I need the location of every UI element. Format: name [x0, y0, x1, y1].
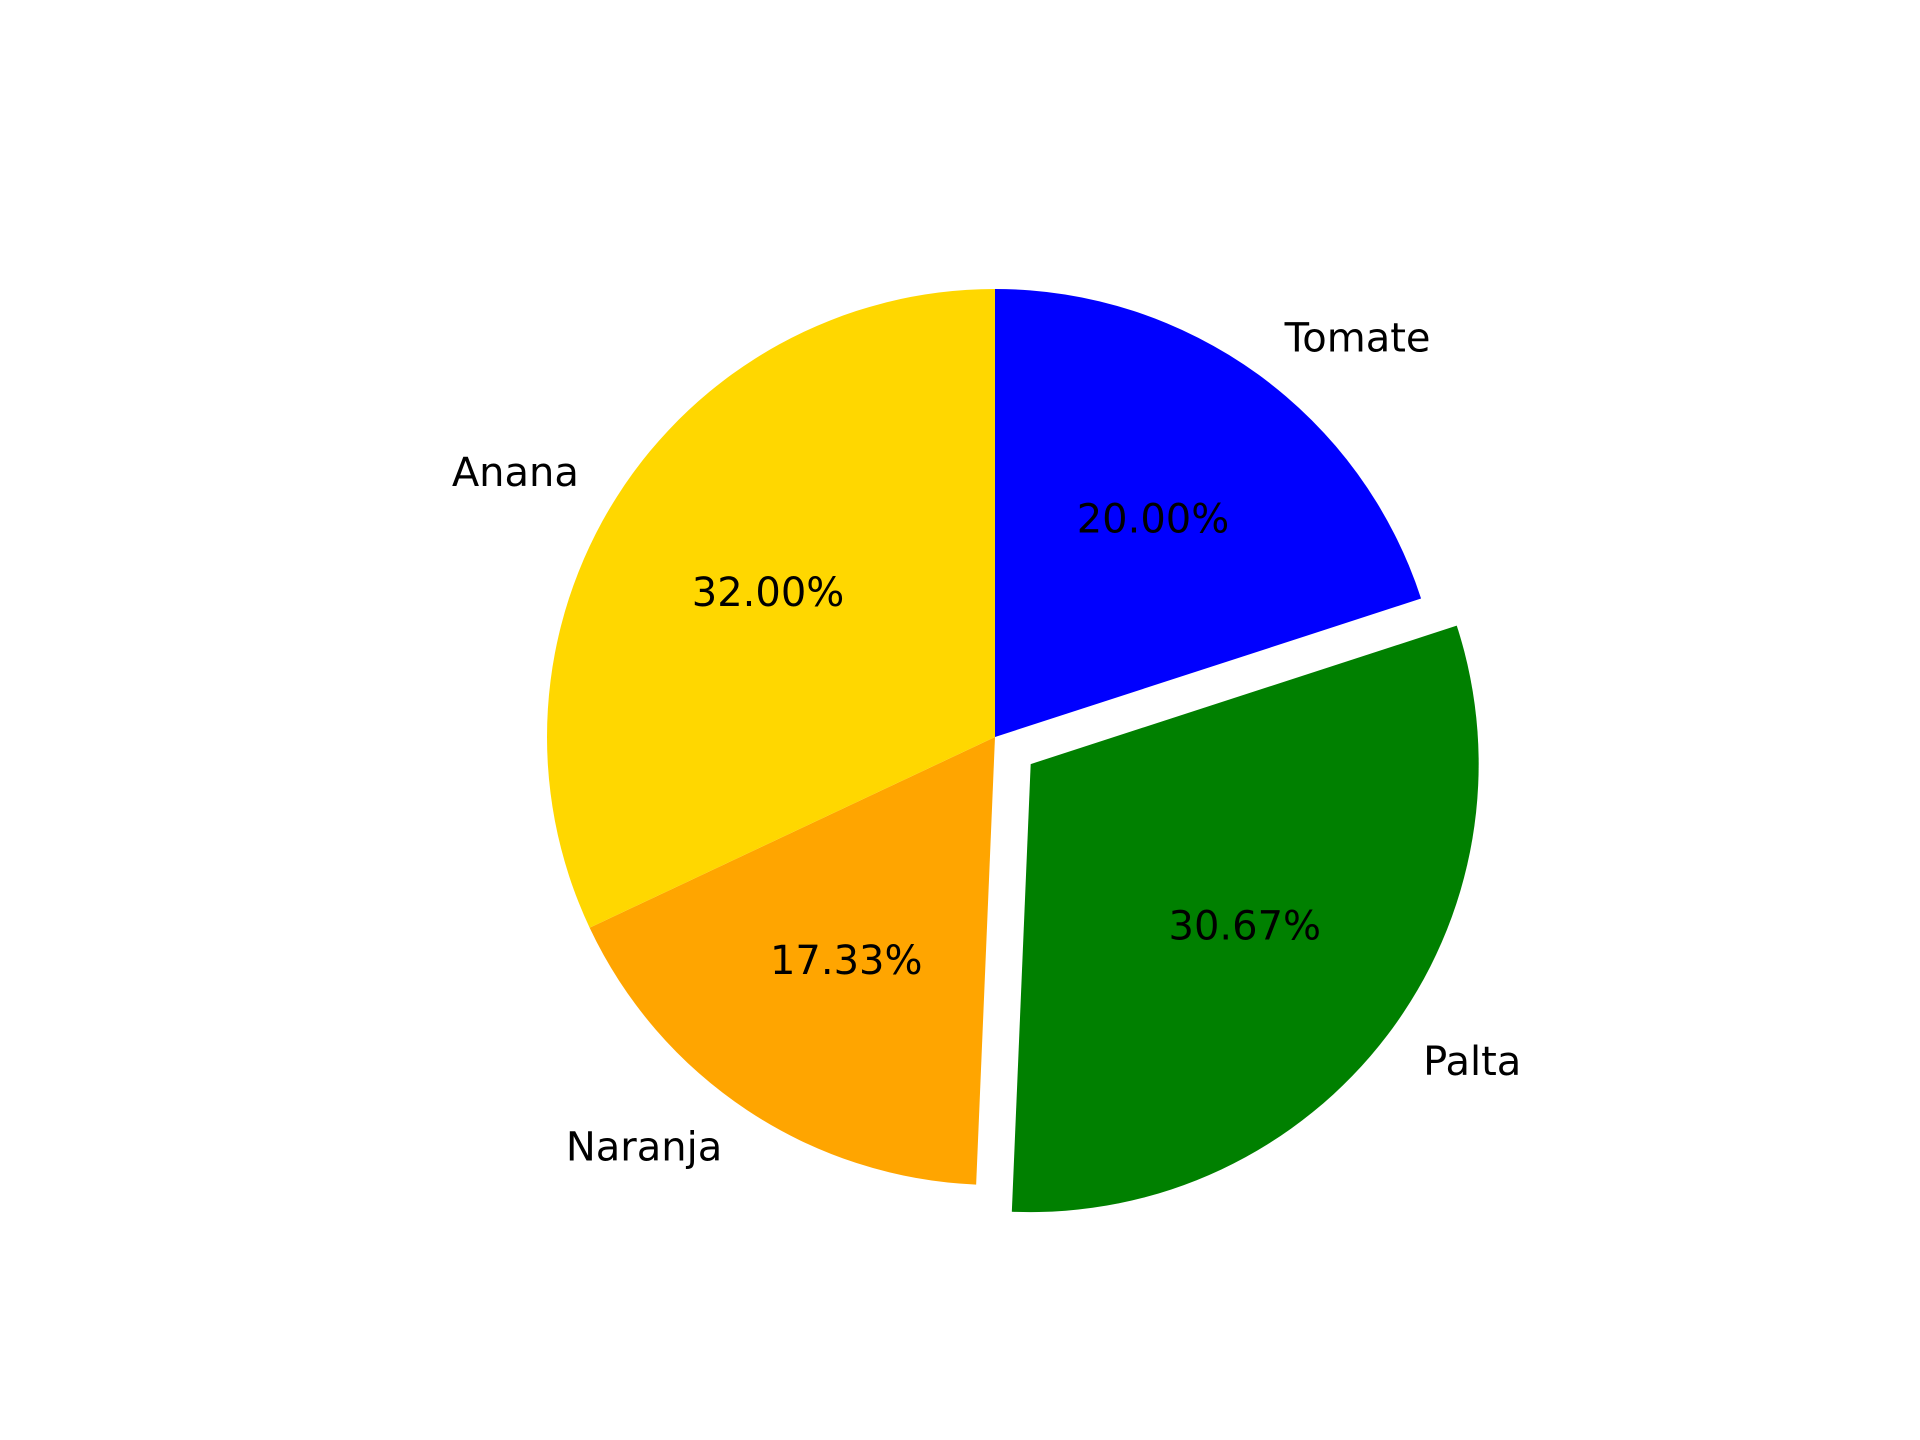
slice-label-naranja: Naranja: [566, 1124, 722, 1170]
slice-percent-anana: 32.00%: [692, 570, 845, 616]
slice-percent-tomate: 20.00%: [1077, 497, 1230, 543]
slice-label-tomate: Tomate: [1284, 315, 1431, 361]
pie-labels: Tomate 20.00% Palta 30.67% Naranja 17.33% Anan…: [452, 315, 1522, 1170]
slice-percent-naranja: 17.33%: [770, 938, 923, 984]
pie-slice-tomate: [995, 289, 1422, 737]
slice-label-anana: Anana: [452, 450, 579, 496]
pie-slice-naranja: [589, 737, 995, 1185]
pie-slice-anana: [546, 289, 995, 928]
slice-percent-palta: 30.67%: [1169, 904, 1322, 950]
slice-label-palta: Palta: [1423, 1039, 1521, 1085]
pie-slice-palta: [1011, 625, 1479, 1213]
pie-slices: [546, 289, 1479, 1213]
